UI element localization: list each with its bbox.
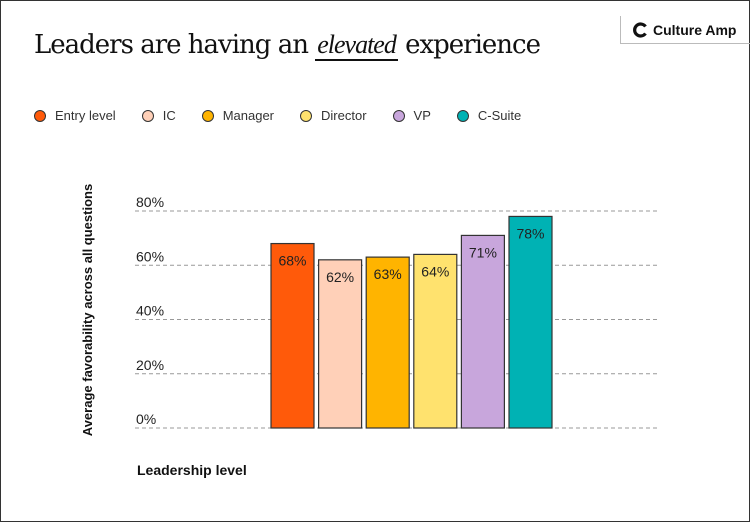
- legend-label: Manager: [222, 108, 275, 123]
- legend-label: Entry level: [55, 108, 116, 123]
- y-axis-label: Average favorability across all question…: [80, 184, 95, 436]
- legend-item: Director: [300, 108, 367, 123]
- y-tick-label: 80%: [136, 194, 164, 210]
- data-label: 64%: [421, 263, 449, 279]
- data-label: 68%: [278, 253, 306, 269]
- bar: [460, 234, 505, 429]
- culture-amp-logo: Culture Amp: [620, 16, 750, 44]
- title-highlight: elevated: [315, 30, 398, 61]
- logo-text: Culture Amp: [653, 21, 737, 38]
- legend-swatch: [34, 109, 46, 122]
- bar: [318, 259, 363, 429]
- chart-title: Leaders are having an elevated experienc…: [34, 30, 541, 61]
- data-label: 63%: [374, 266, 402, 282]
- legend-item: IC: [141, 108, 176, 123]
- y-tick-label: 40%: [136, 303, 164, 319]
- legend-label: IC: [162, 108, 176, 123]
- legend-item: C-Suite: [456, 108, 522, 123]
- legend-item: Entry level: [34, 108, 116, 123]
- title-text: Leaders are having an: [34, 30, 316, 60]
- legend-swatch: [141, 109, 154, 122]
- bar: [508, 215, 553, 429]
- legend-item: VP: [392, 108, 431, 123]
- y-tick-label: 0%: [136, 411, 156, 427]
- data-label: 71%: [469, 244, 497, 260]
- legend: Entry level IC Manager Director VP C-Suite: [34, 108, 547, 123]
- legend-swatch: [456, 109, 469, 122]
- bar: [270, 242, 315, 429]
- legend-label: Director: [321, 108, 367, 123]
- legend-swatch: [201, 109, 214, 122]
- legend-swatch: [300, 109, 313, 122]
- title-text-end: experience: [397, 30, 541, 60]
- legend-label: VP: [413, 108, 431, 123]
- logo-c-icon: [633, 21, 647, 38]
- y-tick-label: 60%: [136, 248, 164, 264]
- legend-item: Manager: [201, 108, 275, 123]
- x-axis-label: Leadership level: [137, 462, 247, 478]
- bar: [413, 253, 458, 429]
- legend-label: C-Suite: [477, 108, 522, 123]
- y-tick-label: 20%: [136, 357, 164, 373]
- data-label: 78%: [516, 225, 544, 241]
- legend-swatch: [392, 109, 405, 122]
- data-label: 62%: [326, 269, 354, 285]
- bar: [365, 256, 410, 429]
